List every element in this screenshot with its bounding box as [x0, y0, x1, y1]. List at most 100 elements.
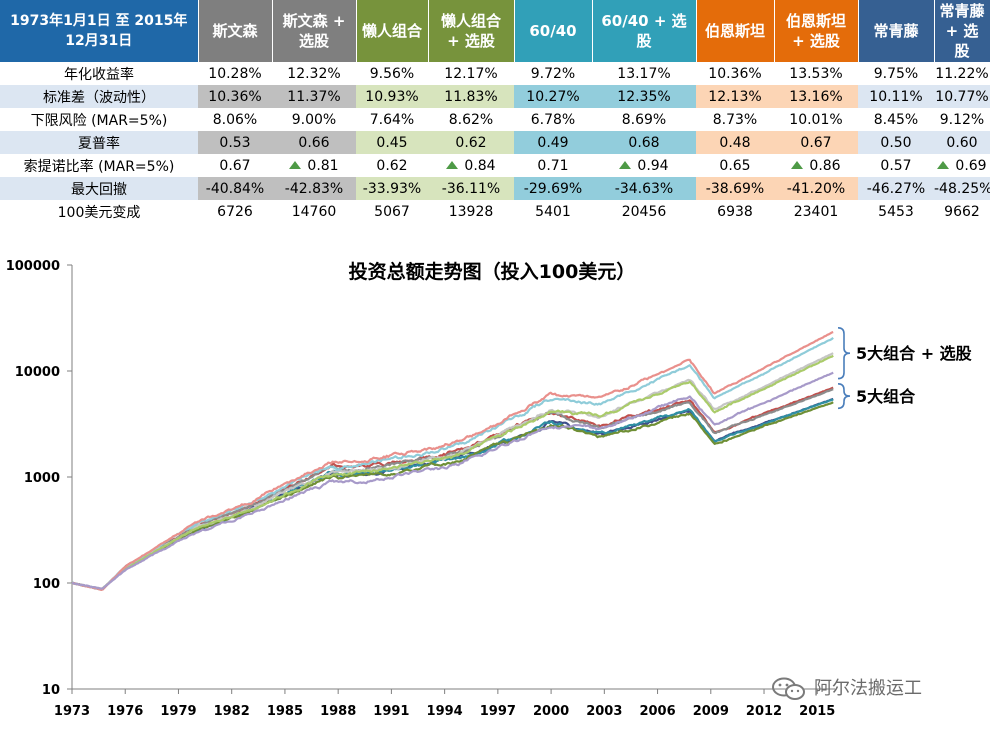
portfolio-header: 60/40 — [514, 0, 593, 62]
metric-value: 8.73% — [696, 108, 774, 131]
table-row: 100美元变成 6726 14760 5067 13928 5401 20456 6938 23… — [0, 200, 990, 223]
watermark-text: 阿尔法搬运工 — [814, 678, 922, 699]
metric-value-text: 0.67 — [800, 134, 832, 151]
metric-value-text: 0.62 — [376, 157, 408, 174]
portfolio-header: 伯恩斯坦 — [696, 0, 775, 62]
x-tick-label: 2012 — [746, 704, 782, 719]
metric-value-text: 0.57 — [880, 157, 912, 174]
x-tick-label: 2015 — [799, 704, 835, 719]
metric-value: -41.20% — [774, 177, 858, 200]
chart-title: 投资总额走势图（投入100美元） — [349, 260, 636, 283]
metric-value: 10.93% — [356, 85, 428, 108]
metric-value-text: 0.48 — [719, 134, 751, 151]
period-header: 1973年1月1日 至 2015年12月31日 — [0, 0, 199, 62]
metric-value-text: 0.62 — [455, 134, 487, 151]
metric-value-text: 9.72% — [530, 65, 576, 82]
metric-value-text: 8.62% — [448, 111, 494, 128]
value-growth-chart: 投资总额走势图（投入100美元） 10 100 1000 10000 100000 197… — [6, 259, 973, 719]
y-tick-label: 1000 — [24, 471, 60, 486]
metric-value-text: 0.84 — [464, 157, 496, 174]
metric-value: 8.45% — [858, 108, 934, 131]
metric-value: 13.53% — [774, 62, 858, 85]
metric-value: 12.32% — [272, 62, 356, 85]
up-arrow-icon — [937, 160, 950, 169]
metric-label: 100美元变成 — [57, 204, 141, 221]
metric-label: 最大回撤 — [0, 177, 198, 200]
x-tick-label: 2009 — [693, 704, 729, 719]
metric-value: 13928 — [428, 200, 514, 223]
x-tick-label: 1994 — [427, 704, 463, 719]
x-tick-label: 2000 — [533, 704, 569, 719]
metric-value-text: -40.84% — [205, 180, 265, 197]
metric-value: 6938 — [696, 200, 774, 223]
metric-value: 0.71 — [514, 154, 592, 177]
y-tick-label: 100 — [33, 577, 60, 592]
metric-label: 标准差（波动性） — [0, 85, 198, 108]
metric-value: 10.36% — [198, 85, 272, 108]
metric-value-text: 0.49 — [537, 134, 569, 151]
metric-value-text: 20456 — [621, 203, 667, 220]
metric-value: 12.17% — [428, 62, 514, 85]
metric-value-text: 11.83% — [444, 88, 498, 105]
metric-value: 9.72% — [514, 62, 592, 85]
metric-value: 0.60 — [934, 131, 990, 154]
table-row: 标准差（波动性） 10.36% 11.37% 10.93% 11.83% 10.27% 12… — [0, 85, 990, 108]
metric-label: 夏普率 — [0, 131, 198, 154]
metric-value: 0.67 — [198, 154, 272, 177]
metric-value: 0.62 — [428, 131, 514, 154]
metric-value-text: 0.69 — [955, 157, 987, 174]
metric-value-text: 6938 — [717, 203, 753, 220]
metric-value: -40.84% — [198, 177, 272, 200]
metric-value: -48.25% — [934, 177, 990, 200]
metric-value: 10.01% — [774, 108, 858, 131]
metric-value-text: 0.65 — [719, 157, 751, 174]
metric-value-text: 13.53% — [789, 65, 843, 82]
metric-value: 13.16% — [774, 85, 858, 108]
table-header-row: 1973年1月1日 至 2015年12月31日 斯文森 斯文森 + 选股 懒人组合 懒人… — [0, 0, 990, 62]
x-tick-label: 1997 — [480, 704, 516, 719]
metric-value-text: 0.81 — [307, 157, 339, 174]
x-tick-label: 1976 — [107, 704, 143, 719]
metric-label: 年化收益率 — [64, 66, 134, 83]
metric-value: 10.27% — [514, 85, 592, 108]
metric-label: 索提诺比率 (MAR=5%) — [23, 158, 175, 175]
metric-value: 0.50 — [858, 131, 934, 154]
metric-value: 10.11% — [858, 85, 934, 108]
metric-value: -34.63% — [592, 177, 696, 200]
metric-value: 0.67 — [774, 131, 858, 154]
metric-value: -46.27% — [858, 177, 934, 200]
metric-value: 8.62% — [428, 108, 514, 131]
chart-axes: 10 100 1000 10000 100000 1973 1976 1979 1982 1985… — [6, 259, 836, 719]
metric-value-text: 9.75% — [873, 65, 919, 82]
metric-value-text: 14760 — [291, 203, 337, 220]
metric-value-text: -48.25% — [934, 180, 990, 197]
metric-value: 5067 — [356, 200, 428, 223]
metric-value-text: -46.27% — [866, 180, 926, 197]
x-tick-label: 2003 — [586, 704, 622, 719]
portfolio-header: 常青藤 — [858, 0, 935, 62]
portfolio-header: 懒人组合 — [356, 0, 429, 62]
metric-value-text: 0.86 — [809, 157, 841, 174]
portfolio-header: 懒人组合 + 选股 — [428, 0, 515, 62]
x-tick-label: 1979 — [160, 704, 196, 719]
metric-value-text: -29.69% — [523, 180, 583, 197]
metric-value: 0.66 — [272, 131, 356, 154]
series-line — [71, 388, 834, 591]
metric-value: 0.81 — [272, 154, 356, 177]
metric-value-text: 7.64% — [369, 111, 415, 128]
metric-value: 12.13% — [696, 85, 774, 108]
metric-value: 11.83% — [428, 85, 514, 108]
y-tick-label: 100000 — [6, 259, 60, 274]
table-row: 年化收益率 10.28% 12.32% 9.56% 12.17% 9.72% 13.17% 1… — [0, 62, 990, 85]
series-line — [72, 331, 834, 591]
metric-value: 6726 — [198, 200, 272, 223]
x-tick-label: 1985 — [267, 704, 303, 719]
x-tick-label: 1991 — [373, 704, 409, 719]
metric-value: 0.45 — [356, 131, 428, 154]
metric-value: -38.69% — [696, 177, 774, 200]
metric-value: 6.78% — [514, 108, 592, 131]
metric-value-text: -42.83% — [284, 180, 344, 197]
metric-value-text: 9.00% — [291, 111, 337, 128]
metric-value: 9.12% — [934, 108, 990, 131]
x-tick-label: 1988 — [320, 704, 356, 719]
